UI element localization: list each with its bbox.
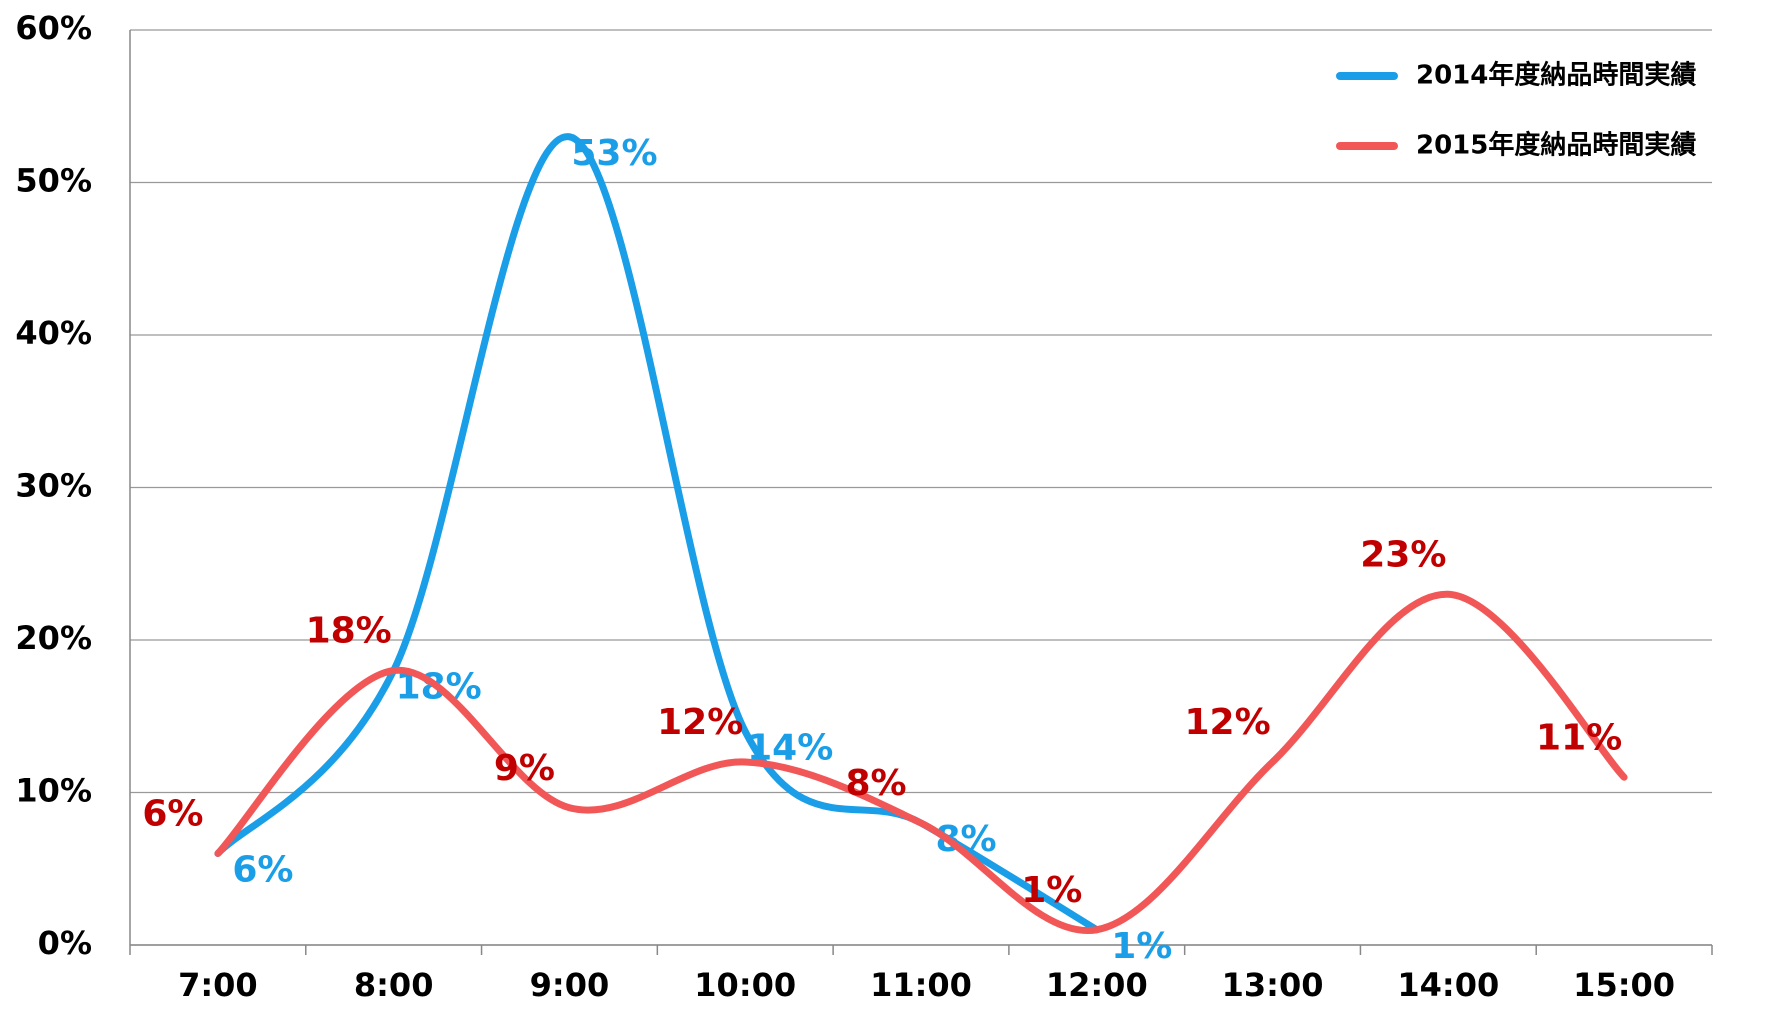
data-label: 6%: [142, 794, 203, 835]
legend-label: 2014年度納品時間実績: [1416, 60, 1696, 91]
y-tick-label: 60%: [15, 9, 92, 47]
data-label: 6%: [232, 850, 293, 891]
x-tick-label: 11:00: [870, 966, 972, 1004]
y-tick-label: 0%: [38, 924, 92, 962]
x-tick-label: 13:00: [1222, 966, 1324, 1004]
data-label: 11%: [1536, 717, 1622, 758]
series-line: [214, 590, 1628, 935]
data-label: 12%: [1184, 702, 1270, 743]
x-tick-label: 9:00: [530, 966, 610, 1004]
data-label: 8%: [845, 763, 906, 804]
series-line: [214, 133, 1101, 934]
x-tick-label: 8:00: [354, 966, 434, 1004]
x-tick-label: 7:00: [178, 966, 258, 1004]
data-label: 18%: [306, 611, 392, 652]
x-tick-label: 10:00: [694, 966, 796, 1004]
x-tick-label: 14:00: [1397, 966, 1499, 1004]
data-label: 1%: [1021, 870, 1082, 911]
y-tick-label: 30%: [15, 467, 92, 505]
data-label: 53%: [571, 133, 657, 174]
y-tick-label: 50%: [15, 162, 92, 200]
legend-label: 2015年度納品時間実績: [1416, 130, 1696, 161]
y-tick-label: 40%: [15, 314, 92, 352]
y-tick-label: 10%: [15, 772, 92, 810]
data-label: 9%: [494, 748, 555, 789]
data-label: 1%: [1111, 926, 1172, 967]
y-tick-label: 20%: [15, 619, 92, 657]
data-label: 12%: [657, 702, 743, 743]
x-tick-label: 15:00: [1573, 966, 1675, 1004]
x-tick-label: 12:00: [1046, 966, 1148, 1004]
data-label: 23%: [1360, 534, 1446, 575]
